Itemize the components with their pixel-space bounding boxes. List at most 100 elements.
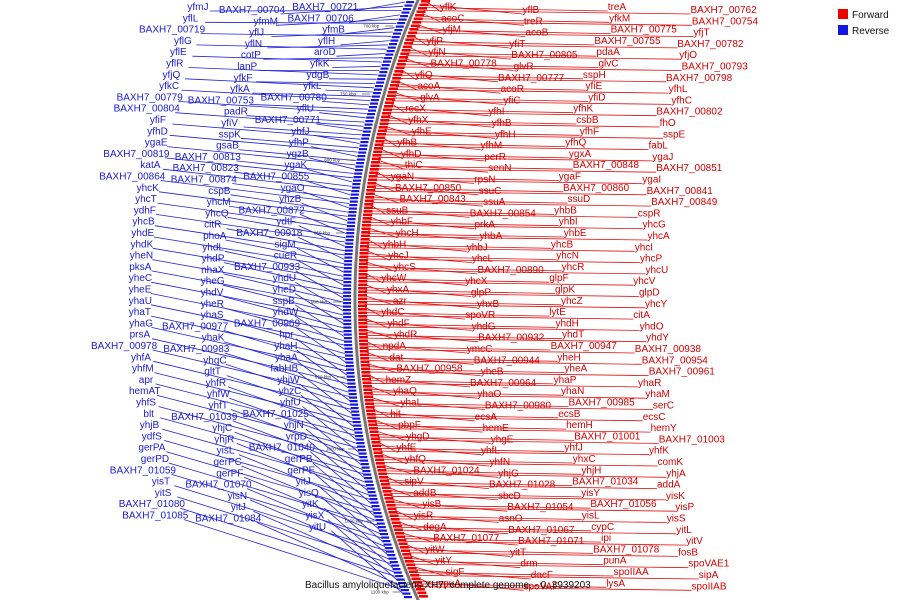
gene-label-forward: BAXH7_00775 — [611, 25, 678, 36]
reverse-feature — [357, 155, 366, 158]
connector-line-forward — [390, 106, 489, 117]
gene-label-reverse: ygaE — [145, 138, 168, 149]
gene-label-forward: yhdO — [640, 321, 664, 332]
connector-line-reverse — [271, 31, 393, 37]
forward-feature — [380, 119, 390, 122]
connector-line-forward — [396, 512, 499, 523]
reverse-feature — [378, 74, 387, 77]
connector-line-forward — [391, 103, 406, 114]
gene-label-forward: yfhI — [488, 107, 504, 118]
gene-label-forward: yhcH — [396, 228, 419, 239]
forward-feature — [365, 402, 375, 406]
connector-line-reverse — [226, 375, 353, 419]
connector-line-forward — [385, 125, 412, 136]
connector-line-reverse — [295, 338, 348, 376]
gene-label-forward: yhbI — [559, 217, 578, 228]
gene-label-forward: yfiE — [586, 81, 603, 92]
connector-line-reverse — [298, 225, 346, 247]
reverse-feature — [352, 183, 361, 186]
connector-line-forward — [403, 63, 599, 68]
gene-label-forward: yisS — [667, 514, 686, 525]
reverse-feature — [406, 1, 415, 4]
gene-label-forward: senN — [488, 163, 511, 174]
gene-label-forward: BAXH7_00849 — [651, 197, 718, 208]
reverse-feature — [358, 151, 367, 154]
connector-line-reverse — [224, 250, 344, 277]
forward-feature — [358, 322, 368, 325]
gene-label-reverse: yhdV — [201, 288, 224, 299]
connector-line-reverse — [243, 126, 362, 136]
connector-line-forward — [392, 97, 589, 102]
connector-line-forward — [409, 552, 679, 557]
connector-line-forward — [422, 586, 692, 591]
gene-label-forward: spoVR — [465, 310, 495, 321]
connector-line-reverse — [151, 281, 344, 320]
gene-label-reverse: yhaS — [201, 310, 224, 321]
gene-label-forward: sbcD — [498, 491, 521, 502]
gene-label-reverse: BAXH7_00978 — [91, 341, 158, 352]
connector-line-forward — [365, 320, 472, 331]
reverse-feature — [344, 351, 353, 354]
gene-label-forward: BAXH7_00755 — [594, 36, 661, 47]
reverse-feature — [354, 431, 363, 434]
gene-label-forward: yitT — [510, 547, 526, 558]
gene-label-forward: glvC — [599, 59, 619, 70]
connector-line-reverse — [241, 465, 377, 522]
connector-line-reverse — [302, 191, 349, 209]
forward-feature — [380, 483, 390, 486]
reverse-feature — [382, 540, 391, 543]
connector-line-reverse — [192, 55, 383, 63]
connector-line-reverse — [169, 134, 358, 153]
gene-label-forward: citA — [633, 310, 650, 321]
connector-line-forward — [364, 303, 646, 309]
gene-label-forward: yitL — [676, 525, 692, 536]
gene-label-reverse: yfmJ — [187, 2, 208, 13]
forward-feature — [408, 570, 418, 574]
reverse-feature — [343, 326, 352, 329]
reverse-feature — [343, 323, 352, 326]
gene-label-forward: BAXH7_00947 — [551, 341, 618, 352]
gene-label-reverse: yhaT — [129, 307, 151, 318]
gene-label-forward: yhbE — [564, 228, 587, 239]
connector-line-forward — [405, 58, 431, 68]
forward-feature — [389, 514, 399, 518]
reverse-feature — [350, 193, 359, 196]
gene-label-forward: yhxA — [387, 285, 410, 296]
gene-label-reverse: blt — [143, 409, 154, 420]
reverse-feature — [399, 585, 408, 588]
reverse-feature — [343, 337, 352, 340]
connector-line-forward — [423, 10, 691, 15]
connector-line-forward — [370, 210, 555, 215]
gene-label-forward: glvA — [420, 92, 440, 103]
forward-feature — [406, 35, 416, 38]
gene-label-forward: ygaJ — [652, 152, 673, 163]
reverse-feature — [358, 452, 367, 455]
gene-label-forward: ygxA — [569, 149, 592, 160]
connector-line-reverse — [299, 214, 347, 234]
connector-line-reverse — [336, 53, 386, 57]
gene-label-forward: perR — [484, 152, 506, 163]
connector-line-forward — [374, 419, 399, 430]
forward-feature — [413, 17, 423, 21]
reverse-feature — [353, 179, 361, 182]
forward-feature — [362, 381, 372, 385]
connector-line-forward — [365, 309, 466, 320]
gene-label-reverse: yhfM — [132, 364, 154, 375]
gene-label-reverse: nhaX — [201, 265, 225, 276]
gene-label-reverse: yhgC — [203, 355, 226, 366]
reverse-feature — [343, 302, 351, 305]
connector-line-forward — [412, 38, 510, 49]
reverse-feature — [359, 144, 368, 147]
gene-label-reverse: ydtF — [276, 217, 295, 228]
gene-label-reverse: yfkC — [159, 81, 179, 92]
gene-label-forward: ymcC — [467, 344, 493, 355]
reverse-feature — [372, 508, 381, 511]
connector-line-forward — [371, 202, 652, 207]
forward-feature — [384, 101, 394, 105]
gene-label-forward: BAXH7_00850 — [395, 183, 462, 194]
connector-line-reverse — [327, 519, 399, 582]
reverse-feature — [360, 459, 369, 462]
connector-line-forward — [366, 253, 473, 263]
connector-line-forward — [369, 213, 638, 218]
connector-line-forward — [392, 100, 672, 105]
